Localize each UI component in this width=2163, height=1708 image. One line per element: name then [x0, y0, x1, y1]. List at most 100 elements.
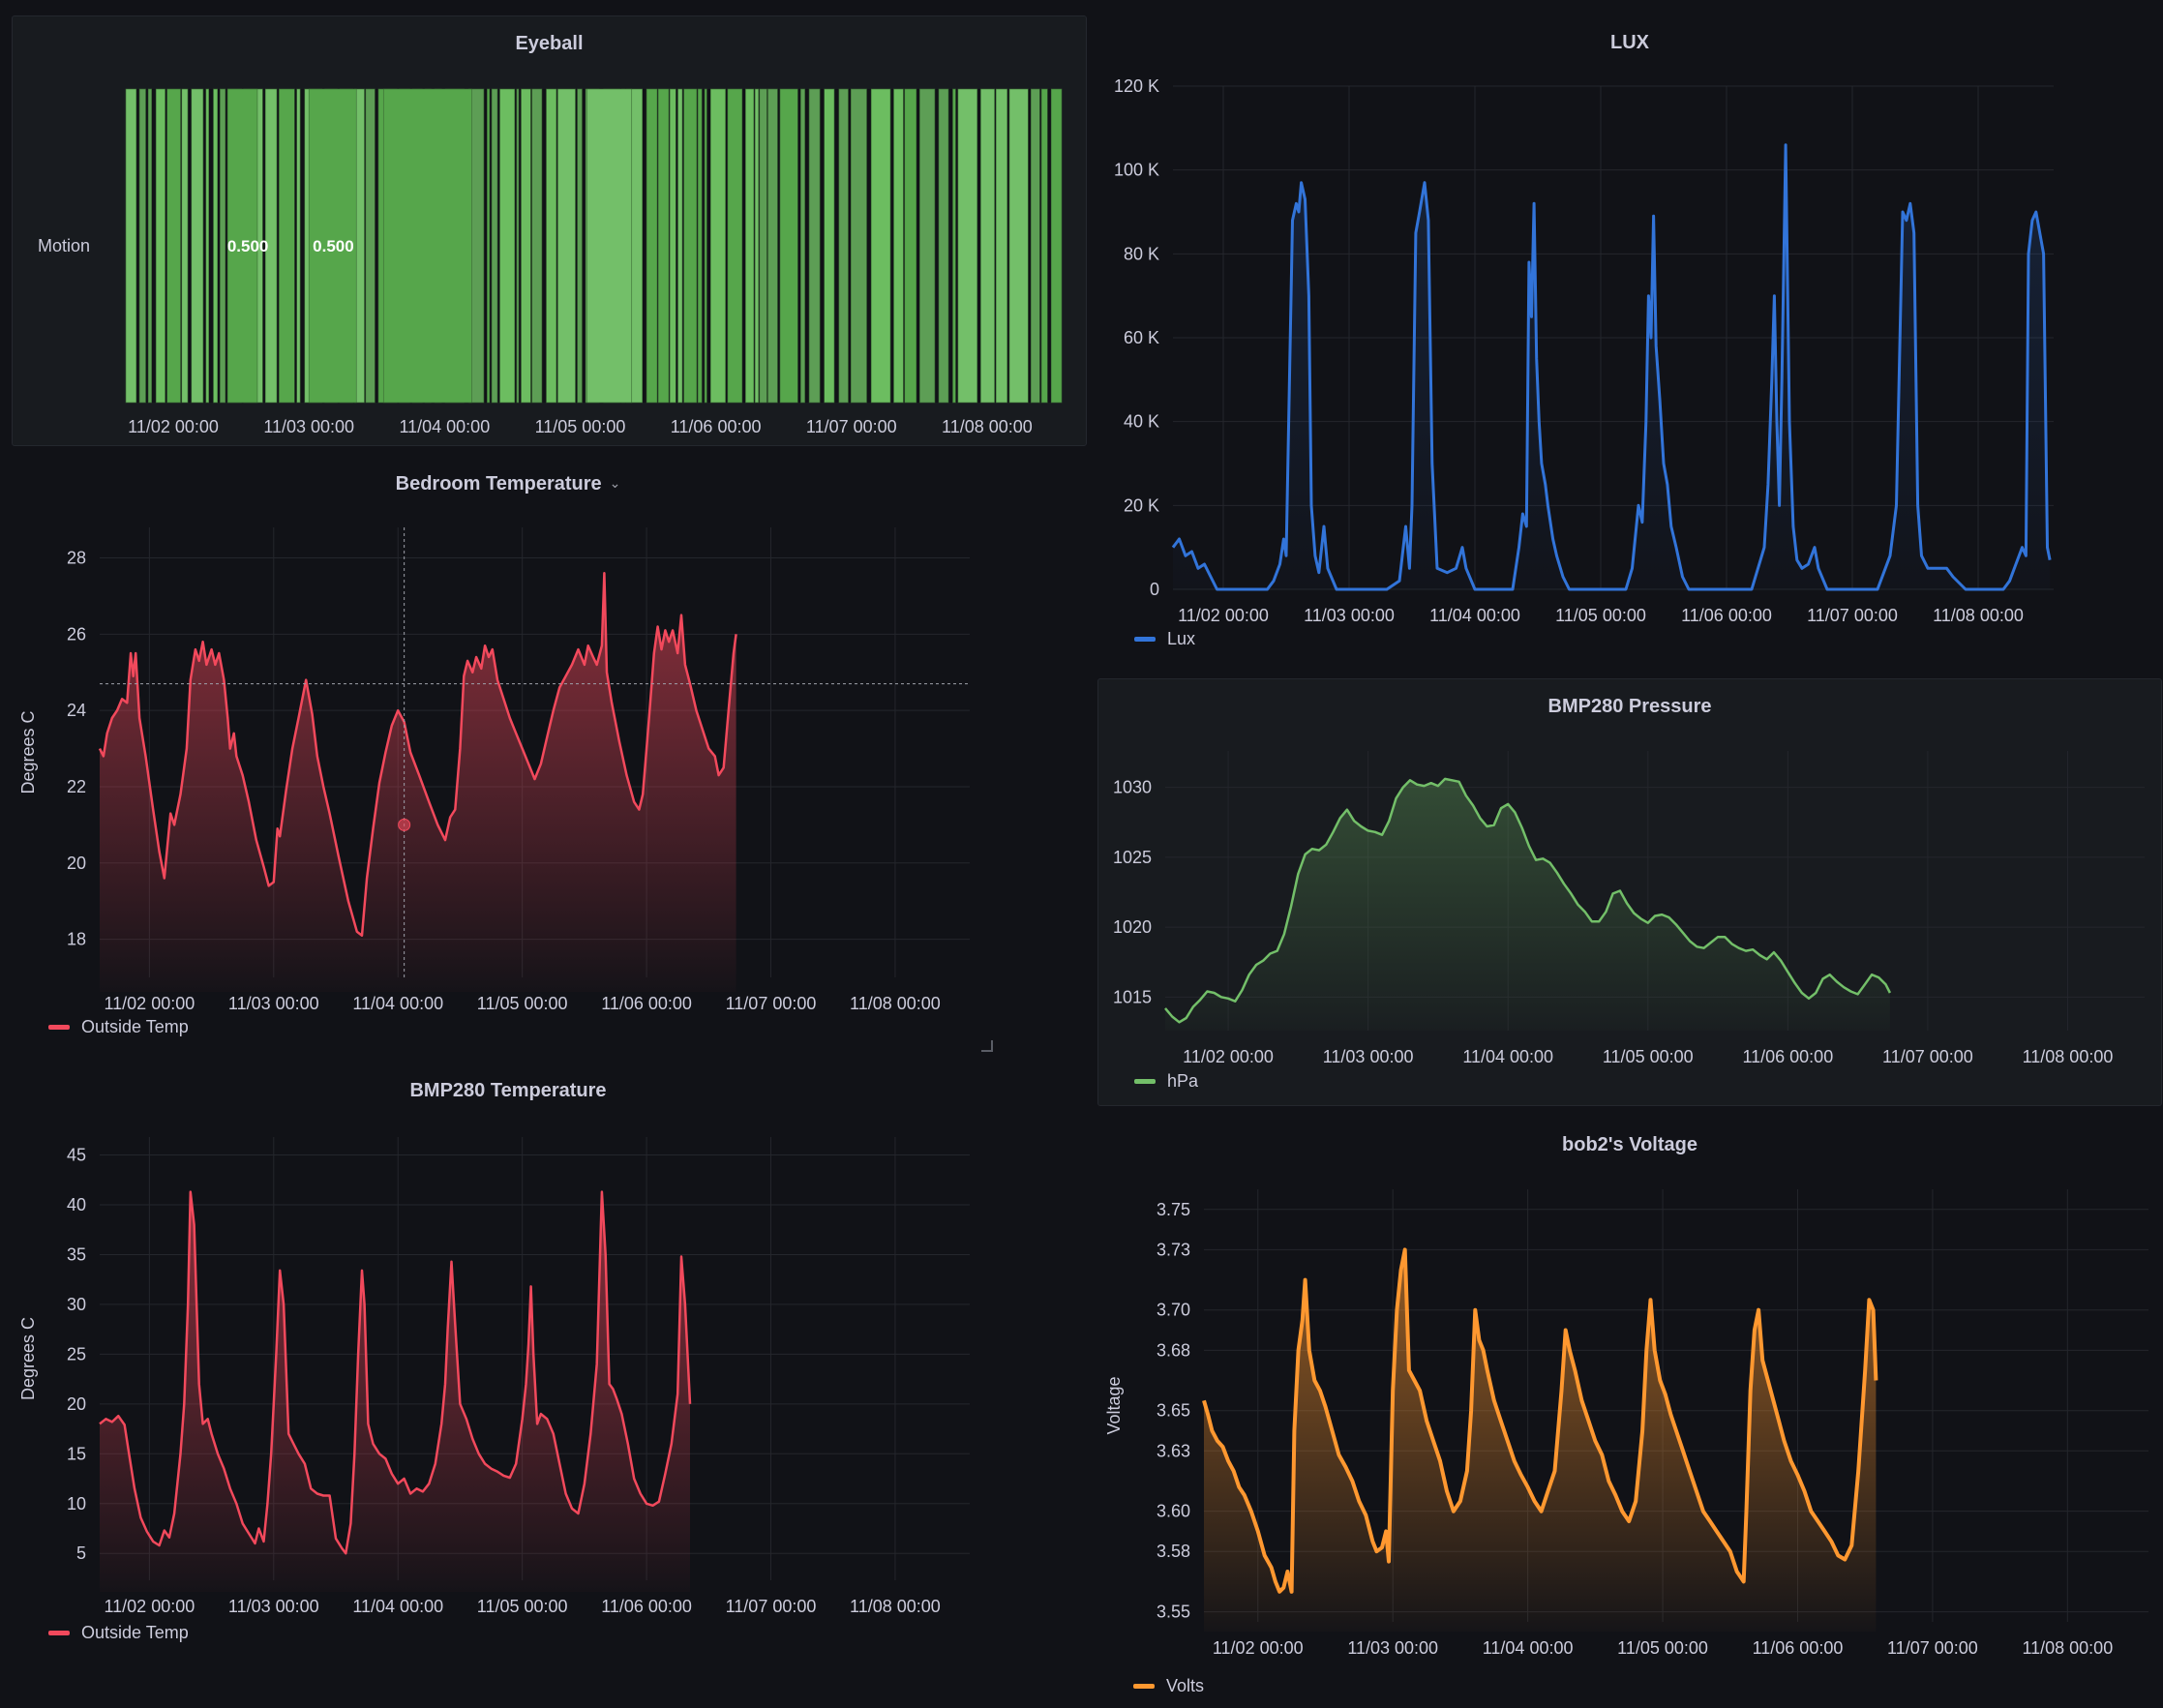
series-area — [1165, 778, 1890, 1031]
y-tick-label: 3.75 — [1157, 1200, 1190, 1219]
x-tick-label: 11/07 00:00 — [726, 994, 817, 1013]
x-tick-label: 11/03 00:00 — [1347, 1638, 1438, 1658]
panel-resize-handle[interactable] — [981, 1040, 993, 1052]
state-segment — [657, 88, 670, 404]
state-segment — [264, 88, 278, 404]
legend-label: Lux — [1167, 629, 1196, 648]
x-tick-label: 11/06 00:00 — [1753, 1638, 1844, 1658]
y-tick-label: 1025 — [1113, 848, 1152, 867]
panel-title[interactable]: Eyeball — [515, 33, 584, 54]
row-label: Motion — [38, 236, 90, 255]
crosshair-point — [398, 818, 411, 831]
state-segment — [491, 88, 498, 404]
x-tick-label: 11/07 00:00 — [1887, 1638, 1978, 1658]
series-area — [1204, 1249, 1877, 1632]
y-tick-label: 15 — [67, 1444, 86, 1463]
state-segment — [697, 88, 703, 404]
panel-lux[interactable]: LUX 0 20 K 40 K 60 K 80 K 100 K 120 K 11/02 00:… — [1097, 15, 2162, 674]
y-tick-label: 5 — [76, 1543, 86, 1563]
state-segment — [709, 88, 726, 404]
x-tick-label: 11/05 00:00 — [477, 1597, 568, 1616]
x-tick-label: 11/05 00:00 — [1603, 1047, 1694, 1066]
y-tick-label: 3.65 — [1157, 1401, 1190, 1421]
panel-bmp280-pressure[interactable]: BMP280 Pressure 1015 1020 1025 1030 11/02 00… — [1097, 678, 2162, 1106]
state-segment — [759, 88, 767, 404]
y-tick-label: 24 — [67, 701, 86, 720]
legend-item-volts[interactable]: Volts — [1133, 1676, 1204, 1696]
bmp280-temperature-chart: 5 10 15 20 25 30 35 40 45 11/02 00:00 11/03 00:00 1… — [18, 1137, 970, 1616]
state-segment — [226, 88, 258, 404]
panel-title[interactable]: BMP280 Pressure — [1547, 696, 1712, 717]
lux-chart: 0 20 K 40 K 60 K 80 K 100 K 120 K 11/02 00:00 11… — [1114, 76, 2054, 625]
x-tick-label: 11/04 00:00 — [399, 417, 490, 436]
x-tick-label: 11/05 00:00 — [1617, 1638, 1708, 1658]
state-segment — [704, 88, 707, 404]
x-tick-label: 11/07 00:00 — [726, 1597, 817, 1616]
state-segment — [365, 88, 376, 404]
panel-title-menu[interactable]: Bedroom Temperature ⌄ — [12, 457, 1005, 511]
legend-swatch — [1133, 1684, 1155, 1689]
state-segment — [919, 88, 936, 404]
series-line — [99, 1190, 692, 1555]
legend-item-outside-temp[interactable]: Outside Temp — [48, 1017, 189, 1037]
x-tick-label: 11/08 00:00 — [2023, 1047, 2114, 1066]
y-tick-label: 30 — [67, 1295, 86, 1314]
state-segment — [1008, 88, 1029, 404]
state-segment — [995, 88, 1008, 404]
panel-title[interactable]: LUX — [1610, 32, 1649, 53]
state-segment — [125, 88, 137, 404]
y-tick-label: 26 — [67, 624, 86, 644]
x-tick-label: 11/02 00:00 — [104, 1597, 195, 1616]
series-area — [100, 573, 736, 992]
series-area — [100, 1191, 690, 1592]
x-tick-label: 11/03 00:00 — [1323, 1047, 1414, 1066]
state-segment — [1031, 88, 1040, 404]
panel-bob2-voltage[interactable]: bob2's Voltage 3.55 3.58 3.60 3.63 3.65 3.68 3… — [1097, 1118, 2162, 1706]
panel-eyeball[interactable]: Eyeball Motion 0.500 0.500 11/02 00:00 11/03… — [12, 15, 1087, 446]
x-tick-label: 11/04 00:00 — [352, 994, 443, 1013]
state-segment — [1040, 88, 1048, 404]
state-value-label: 0.500 — [227, 237, 269, 255]
x-tick-label: 11/05 00:00 — [477, 994, 568, 1013]
state-segment — [800, 88, 805, 404]
state-segment — [147, 88, 152, 404]
x-tick-label: 11/07 00:00 — [1882, 1047, 1973, 1066]
state-segment — [767, 88, 778, 404]
state-segment — [546, 88, 557, 404]
y-tick-label: 40 K — [1124, 412, 1159, 432]
state-segment — [957, 88, 978, 404]
y-tick-label: 22 — [67, 777, 86, 796]
panel-bmp280-temperature[interactable]: BMP280 Temperature 5 10 15 20 25 30 35 40 45 11/0… — [12, 1064, 1087, 1654]
legend-label: Volts — [1166, 1676, 1205, 1695]
legend-item-lux[interactable]: Lux — [1134, 629, 1195, 649]
legend-swatch — [48, 1025, 70, 1030]
y-tick-label: 1030 — [1113, 778, 1152, 797]
state-segment — [838, 88, 849, 404]
state-segment — [779, 88, 798, 404]
panel-title[interactable]: BMP280 Temperature — [409, 1080, 607, 1101]
x-tick-label: 11/07 00:00 — [1807, 606, 1898, 625]
state-segment — [870, 88, 891, 404]
x-tick-label: 11/06 00:00 — [671, 417, 762, 436]
state-segment — [824, 88, 835, 404]
x-tick-label: 11/08 00:00 — [2022, 1638, 2113, 1658]
state-segment — [181, 88, 189, 404]
bedroom-temperature-chart: 18 20 22 24 26 28 11/02 00:00 11/03 00:00 11/04 … — [18, 527, 970, 1013]
legend-item-hpa[interactable]: hPa — [1134, 1071, 1198, 1092]
y-tick-label: 3.73 — [1157, 1240, 1190, 1259]
panel-title[interactable]: bob2's Voltage — [1562, 1134, 1697, 1155]
state-value-label: 0.500 — [313, 237, 354, 255]
x-tick-label: 11/03 00:00 — [1304, 606, 1395, 625]
state-segment — [646, 88, 658, 404]
state-segment — [683, 88, 698, 404]
state-segment — [586, 88, 633, 404]
x-tick-label: 11/02 00:00 — [1178, 606, 1269, 625]
x-tick-label: 11/04 00:00 — [352, 1597, 443, 1616]
state-segment — [382, 88, 472, 404]
legend-item-outside-temp[interactable]: Outside Temp — [48, 1623, 189, 1643]
state-segment — [577, 88, 583, 404]
x-tick-label: 11/07 00:00 — [806, 417, 897, 436]
pressure-chart: 1015 1020 1025 1030 11/02 00:00 11/03 00:00 11… — [1113, 751, 2145, 1066]
x-tick-label: 11/03 00:00 — [263, 417, 354, 436]
panel-bedroom-temperature[interactable]: Bedroom Temperature ⌄ 18 20 22 24 26 28 11/02 0… — [12, 457, 1087, 1057]
